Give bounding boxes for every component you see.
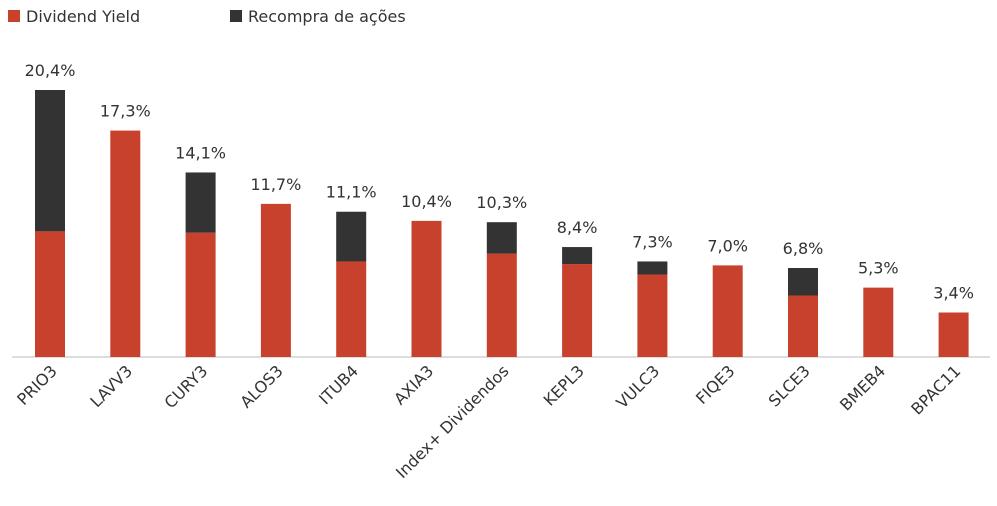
x-tick-label: ALOS3 xyxy=(236,361,286,411)
x-tick-label: AXIA3 xyxy=(390,361,437,408)
bar-segment xyxy=(637,261,668,275)
x-tick-label: KEPL3 xyxy=(540,361,588,409)
bar-segment xyxy=(411,220,442,357)
total-label: 10,4% xyxy=(401,192,452,211)
x-tick-label: FIQE3 xyxy=(692,361,739,408)
bar-segment xyxy=(562,264,593,357)
x-tick-label: VULC3 xyxy=(612,361,663,412)
bar-segment xyxy=(185,232,216,357)
bar-segment xyxy=(35,90,65,232)
bar-segment xyxy=(336,261,367,357)
bar-segment xyxy=(863,287,894,357)
x-tick-label: CURY3 xyxy=(161,361,212,412)
bar-segment xyxy=(336,211,367,262)
total-label: 11,7% xyxy=(250,175,301,194)
bar-segment xyxy=(788,295,818,357)
total-label: 6,8% xyxy=(783,239,824,258)
bar-segment xyxy=(260,203,291,357)
bar-segment xyxy=(637,274,668,357)
total-label: 14,1% xyxy=(175,143,226,162)
bar-segment xyxy=(185,172,216,233)
bar-segment xyxy=(486,222,517,254)
legend-swatch xyxy=(230,10,242,22)
total-label: 7,3% xyxy=(632,232,673,251)
x-tick-label: LAVV3 xyxy=(86,361,136,411)
total-label: 17,3% xyxy=(100,102,151,121)
legend-label: Recompra de ações xyxy=(248,7,406,26)
x-tick-label: SLCE3 xyxy=(765,361,814,410)
total-label: 7,0% xyxy=(707,236,748,255)
x-tick-label: BPAC11 xyxy=(907,361,964,418)
total-label: 8,4% xyxy=(557,218,598,237)
bar-segment xyxy=(788,268,818,296)
total-label: 5,3% xyxy=(858,259,899,278)
x-tick-label: BMEB4 xyxy=(836,361,889,414)
legend-swatch xyxy=(8,10,20,22)
legend-label: Dividend Yield xyxy=(26,7,140,26)
total-label: 3,4% xyxy=(933,284,974,303)
x-tick-label: PRIO3 xyxy=(13,361,61,409)
bar-segment xyxy=(35,231,65,357)
bar-segment xyxy=(562,247,593,265)
bar-segment xyxy=(486,253,517,357)
bar-segment xyxy=(712,265,743,357)
total-label: 20,4% xyxy=(25,61,76,80)
total-label: 10,3% xyxy=(476,193,527,212)
bar-segment xyxy=(938,312,969,357)
x-tick-label: ITUB4 xyxy=(315,361,362,408)
bar-segment xyxy=(110,130,141,357)
total-label: 11,1% xyxy=(326,183,377,202)
